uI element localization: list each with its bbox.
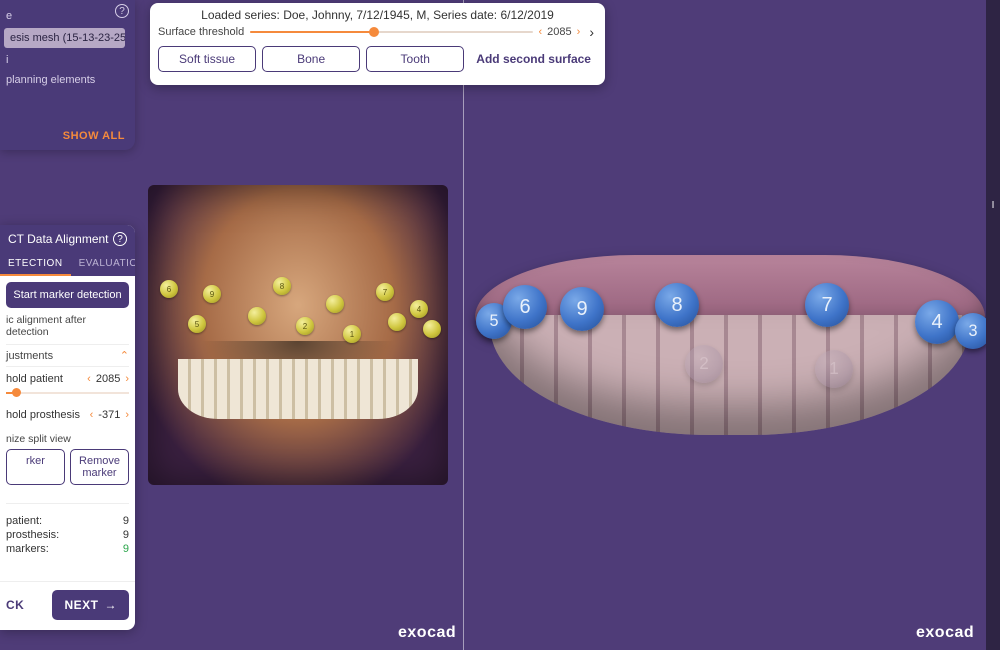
stat-markers-label: markers: bbox=[6, 543, 49, 555]
show-all-link[interactable]: SHOW ALL bbox=[63, 130, 125, 142]
threshold-patient-label: hold patient bbox=[6, 373, 63, 385]
back-button[interactable]: CK bbox=[6, 598, 24, 612]
arrow-right-icon: → bbox=[105, 598, 118, 612]
panel-title: CT Data Alignment bbox=[8, 232, 109, 246]
ct-marker[interactable]: 9 bbox=[203, 285, 221, 303]
prosthesis-marker[interactable]: 7 bbox=[805, 283, 849, 327]
ct-marker[interactable] bbox=[326, 295, 344, 313]
next-button[interactable]: NEXT → bbox=[52, 590, 129, 620]
expand-chevron-icon[interactable]: › bbox=[586, 24, 597, 40]
ct-marker[interactable]: 1 bbox=[343, 325, 361, 343]
list-item[interactable]: e bbox=[0, 6, 129, 26]
tab-detection[interactable]: ETECTION bbox=[0, 253, 71, 276]
list-item-selected[interactable]: esis mesh (15-13-23-25) bbox=[4, 28, 125, 48]
prosthesis-marker[interactable]: 6 bbox=[503, 285, 547, 329]
threshold-slider[interactable] bbox=[250, 25, 532, 39]
prosthesis-threshold-increase-icon[interactable]: › bbox=[125, 409, 129, 421]
prosthesis-marker[interactable]: 9 bbox=[560, 287, 604, 331]
prosthesis-view[interactable]: 569821743 bbox=[475, 255, 985, 460]
right-toolbar[interactable]: I bbox=[986, 0, 1000, 650]
list-item[interactable]: i bbox=[0, 50, 129, 70]
add-marker-button[interactable]: rker bbox=[6, 449, 65, 485]
patient-threshold-increase-icon[interactable]: › bbox=[125, 373, 129, 385]
ct-marker[interactable]: 8 bbox=[273, 277, 291, 295]
info-icon[interactable]: I bbox=[986, 200, 1000, 211]
prosthesis-threshold-value: -371 bbox=[98, 409, 120, 421]
list-item[interactable]: planning elements bbox=[0, 70, 129, 90]
series-card: Loaded series: Doe, Johnny, 7/12/1945, M… bbox=[150, 3, 605, 85]
auto-alignment-label: ic alignment after detection bbox=[6, 314, 129, 338]
stat-markers-count: 9 bbox=[123, 543, 129, 555]
ct-marker[interactable]: 7 bbox=[376, 283, 394, 301]
prosthesis-marker[interactable]: 8 bbox=[655, 283, 699, 327]
ct-alignment-panel: CT Data Alignment ? ETECTION EVALUATION … bbox=[0, 225, 135, 630]
tab-evaluation[interactable]: EVALUATION bbox=[71, 253, 135, 276]
brand-logo: exocad bbox=[398, 624, 456, 642]
prosthesis-marker[interactable]: 2 bbox=[685, 345, 723, 383]
stat-prosthesis-label: prosthesis: bbox=[6, 529, 59, 541]
threshold-decrease-icon[interactable]: ‹ bbox=[539, 26, 543, 38]
ct-marker[interactable]: 4 bbox=[410, 300, 428, 318]
stat-prosthesis-count: 9 bbox=[123, 529, 129, 541]
threshold-label: Surface threshold bbox=[158, 26, 244, 38]
stat-patient-label: patient: bbox=[6, 515, 42, 527]
remove-marker-button[interactable]: Remove marker bbox=[70, 449, 129, 485]
prosthesis-threshold-decrease-icon[interactable]: ‹ bbox=[90, 409, 94, 421]
patient-threshold-slider[interactable] bbox=[6, 387, 129, 399]
tooth-button[interactable]: Tooth bbox=[366, 46, 464, 72]
ct-marker[interactable] bbox=[248, 307, 266, 325]
threshold-value: 2085 bbox=[547, 26, 571, 38]
ct-marker[interactable]: 6 bbox=[160, 280, 178, 298]
bone-button[interactable]: Bone bbox=[262, 46, 360, 72]
ct-marker[interactable] bbox=[423, 320, 441, 338]
ct-marker[interactable]: 2 bbox=[296, 317, 314, 335]
patient-threshold-value: 2085 bbox=[96, 373, 120, 385]
adjustments-header: justments bbox=[6, 350, 53, 362]
soft-tissue-button[interactable]: Soft tissue bbox=[158, 46, 256, 72]
series-title: Loaded series: Doe, Johnny, 7/12/1945, M… bbox=[158, 7, 597, 24]
help-icon[interactable]: ? bbox=[115, 4, 129, 18]
ct-volume-view[interactable]: 6 9 5 8 2 1 74 bbox=[148, 185, 448, 485]
threshold-increase-icon[interactable]: › bbox=[577, 26, 581, 38]
prosthesis-marker[interactable]: 4 bbox=[915, 300, 959, 344]
add-second-surface-link[interactable]: Add second surface bbox=[470, 52, 597, 66]
help-icon[interactable]: ? bbox=[113, 232, 127, 246]
sync-split-label: nize split view bbox=[6, 433, 129, 445]
scene-object-list: ? e esis mesh (15-13-23-25) i planning e… bbox=[0, 0, 135, 150]
start-marker-detection-button[interactable]: Start marker detection bbox=[6, 282, 129, 308]
threshold-prosthesis-label: hold prosthesis bbox=[6, 409, 80, 421]
ct-marker[interactable]: 5 bbox=[188, 315, 206, 333]
collapse-chevron-icon[interactable]: ⌃ bbox=[120, 349, 129, 362]
patient-threshold-decrease-icon[interactable]: ‹ bbox=[87, 373, 91, 385]
ct-marker[interactable] bbox=[388, 313, 406, 331]
prosthesis-marker[interactable]: 1 bbox=[815, 350, 853, 388]
stat-patient-count: 9 bbox=[123, 515, 129, 527]
brand-logo: exocad bbox=[916, 624, 974, 642]
